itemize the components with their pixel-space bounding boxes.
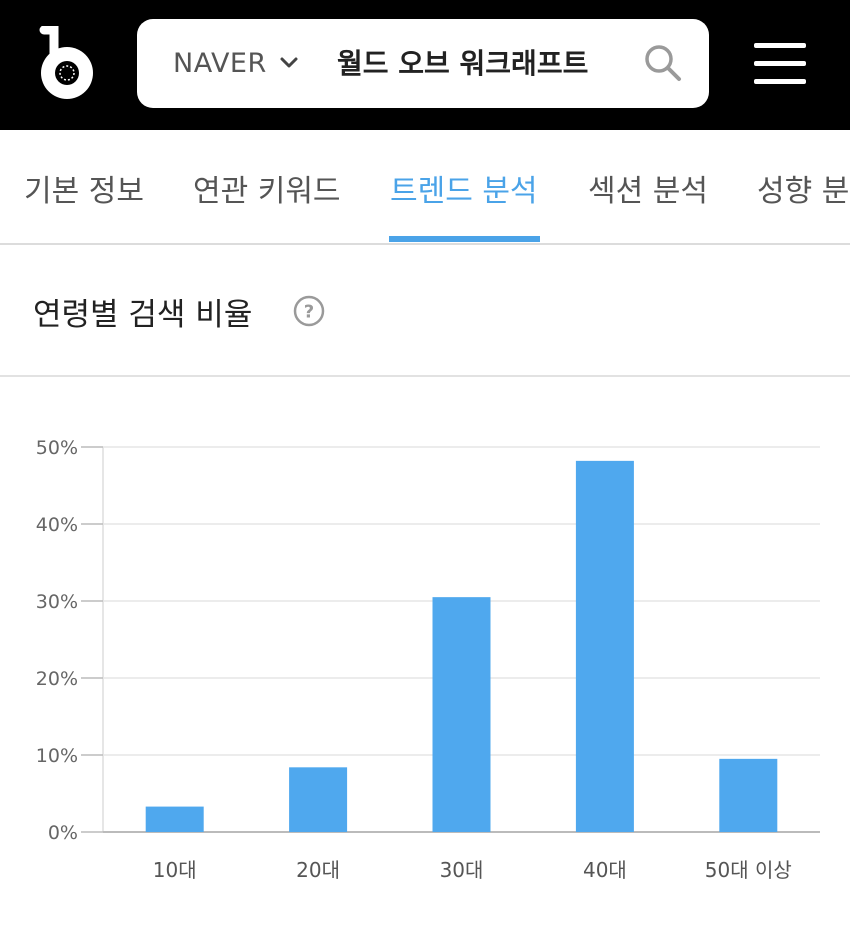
bar [289,767,348,832]
tab-bar: 기본 정보 연관 키워드 트렌드 분석 섹션 분석 성향 분석 [0,130,850,245]
bar-chart-svg: 0% 10% 20% 30% 40% 50% 10대 20대 30대 40대 50대 이상 [36,437,820,882]
x-tick-label: 20대 [296,858,340,882]
svg-text:?: ? [304,302,314,323]
tab-trend-analysis[interactable]: 트렌드 분석 [390,174,538,209]
x-tick-label: 50대 이상 [705,858,792,882]
bar [432,597,491,832]
y-tick-label: 30% [36,591,78,613]
y-tick-label: 50% [36,437,78,459]
x-tick-label: 10대 [153,858,197,882]
section-title: 연령별 검색 비율 [33,297,253,333]
bar [145,806,204,832]
x-tick-label: 30대 [440,858,484,882]
top-bar: NAVER 월드 오브 워크래프트 [0,0,850,130]
y-tick-label: 10% [36,745,78,767]
section-header: 연령별 검색 비율 ? [0,245,850,377]
tab-tendency-analysis[interactable]: 성향 분석 [757,174,850,209]
search-query[interactable]: 월드 오브 워크래프트 [337,47,589,80]
hamburger-menu-icon[interactable] [752,40,808,88]
bar [575,460,634,832]
active-tab-indicator [389,236,540,242]
tab-related-keywords[interactable]: 연관 키워드 [193,174,341,209]
b-logo-icon[interactable] [34,26,100,104]
search-engine-select[interactable]: NAVER [173,48,267,79]
y-tick-label: 40% [36,514,78,536]
search-icon[interactable] [641,41,685,85]
y-tick-label: 20% [36,668,78,690]
y-tick-label: 0% [48,822,78,844]
age-ratio-chart: 0% 10% 20% 30% 40% 50% 10대 20대 30대 40대 50대 이상 [0,377,850,938]
bar [719,758,778,832]
question-circle-icon[interactable]: ? [293,295,325,327]
chevron-down-icon[interactable] [277,51,301,75]
tab-basic-info[interactable]: 기본 정보 [24,174,144,209]
search-bar[interactable]: NAVER 월드 오브 워크래프트 [137,19,709,108]
tab-section-analysis[interactable]: 섹션 분석 [588,174,708,209]
x-tick-label: 40대 [583,858,627,882]
